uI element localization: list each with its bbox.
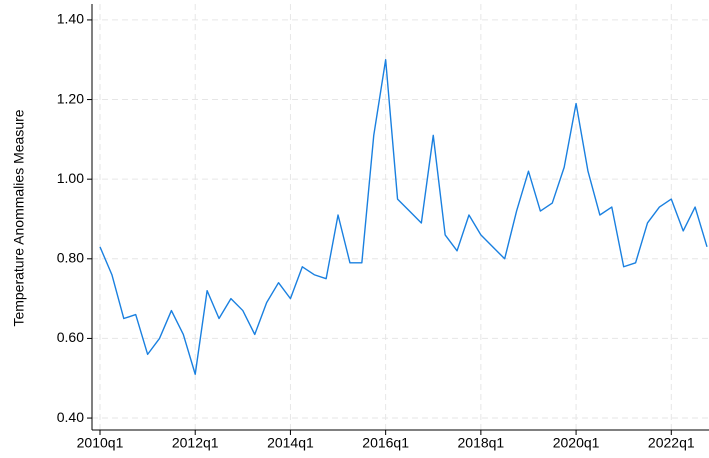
y-tick-label: 1.40 xyxy=(57,11,84,27)
y-tick-label: 0.80 xyxy=(57,250,84,266)
data-line xyxy=(99,59,708,375)
x-tick-label: 2010q1 xyxy=(77,435,124,451)
y-tick-label: 0.40 xyxy=(57,409,84,425)
x-tick-label: 2016q1 xyxy=(362,435,409,451)
x-tick-label: 2012q1 xyxy=(172,435,219,451)
y-tick-label: 1.00 xyxy=(57,170,84,186)
y-axis-title: Temperature Anommalies Measure xyxy=(11,109,27,326)
x-tick-label: 2014q1 xyxy=(267,435,314,451)
x-tick-label: 2018q1 xyxy=(458,435,505,451)
x-tick-label: 2022q1 xyxy=(648,435,695,451)
x-tick-label: 2020q1 xyxy=(553,435,600,451)
y-tick-label: 0.60 xyxy=(57,329,84,345)
y-tick-label: 1.20 xyxy=(57,90,84,106)
